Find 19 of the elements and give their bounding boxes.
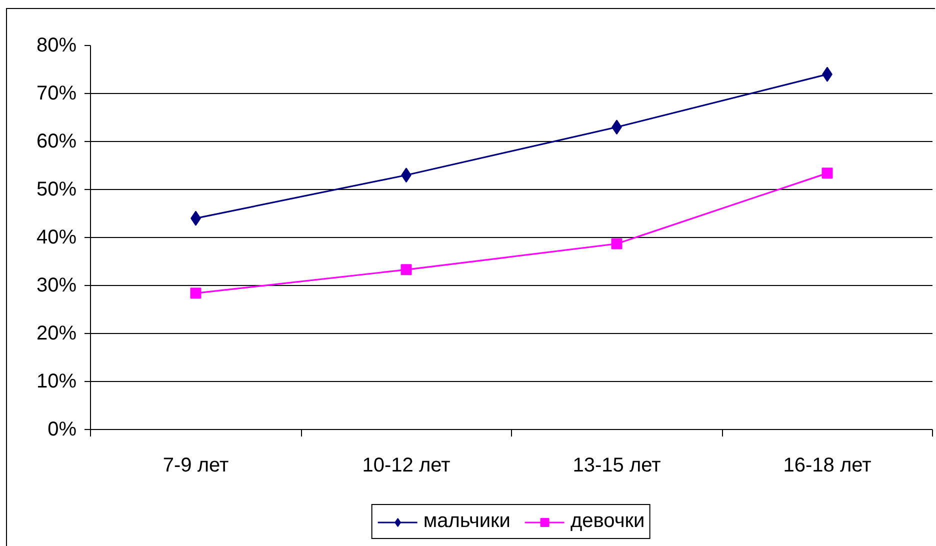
y-tick-label: 70% (36, 82, 77, 104)
x-tick-label: 13-15 лет (572, 454, 661, 476)
legend-label: мальчики (423, 510, 510, 533)
y-tick-label: 0% (48, 418, 77, 440)
x-tick-label: 16-18 лет (783, 454, 872, 476)
x-tick-label: 7-9 лет (162, 454, 229, 476)
y-tick-label: 40% (36, 226, 77, 248)
point (190, 288, 202, 299)
y-tick-label: 80% (36, 34, 77, 56)
y-tick-label: 20% (36, 322, 77, 344)
y-tick-label: 50% (36, 178, 77, 200)
point (822, 168, 833, 179)
point (611, 238, 622, 250)
legend-label: девочки (570, 510, 645, 533)
point (400, 264, 412, 276)
x-tick-label: 10-12 лет (362, 454, 450, 476)
y-tick-label: 60% (36, 130, 77, 152)
y-tick-label: 30% (36, 274, 77, 296)
y-tick-label: 10% (36, 370, 77, 392)
